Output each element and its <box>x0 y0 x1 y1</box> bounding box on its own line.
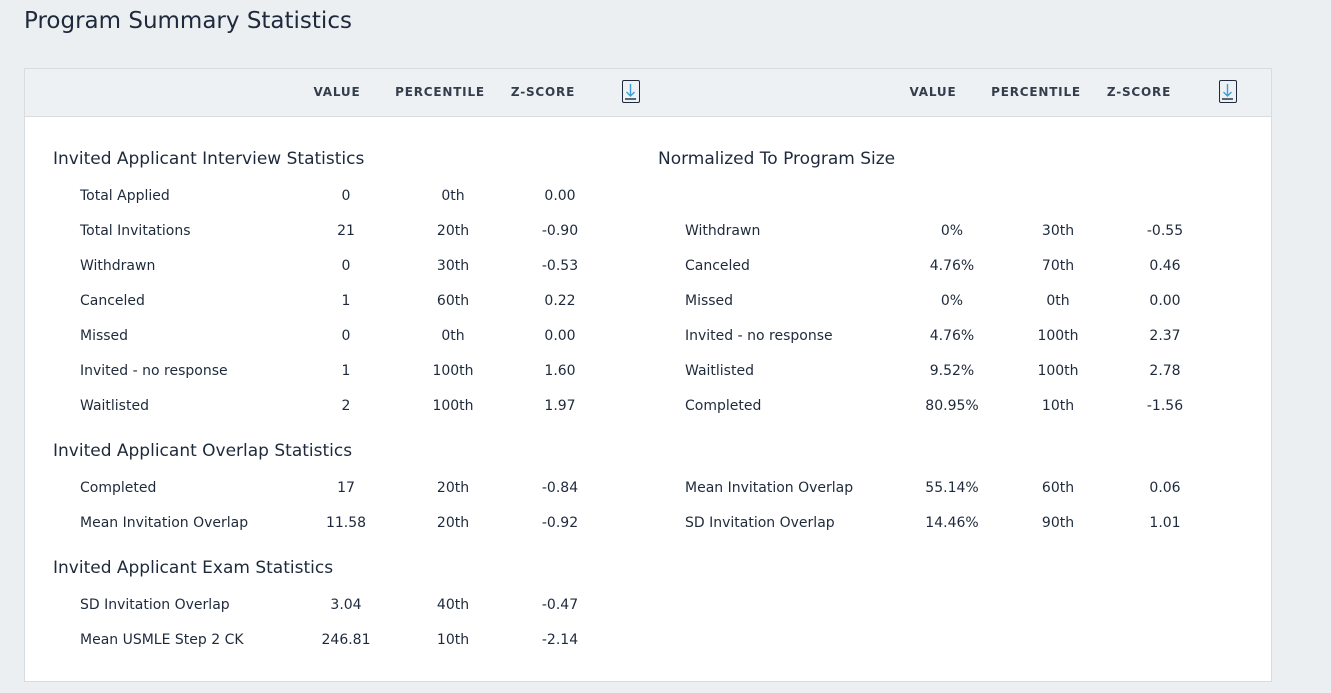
row-label: Waitlisted <box>685 363 754 379</box>
value: 17 <box>337 480 355 496</box>
percentile: 100th <box>432 363 474 379</box>
row-label: Canceled <box>80 293 145 309</box>
z-score: -0.90 <box>541 223 579 239</box>
percentile: 0th <box>441 188 465 204</box>
z-score: 1.60 <box>544 363 576 379</box>
row-label: Completed <box>685 398 762 414</box>
z-score: 0.00 <box>544 188 576 204</box>
value: 246.81 <box>321 632 371 648</box>
percentile: 100th <box>432 398 474 414</box>
row-label: Missed <box>80 328 129 344</box>
row-label: Withdrawn <box>685 223 761 239</box>
value: 4.76% <box>929 328 975 344</box>
column-header: Z-SCORE <box>1106 85 1172 99</box>
percentile: 20th <box>436 515 470 531</box>
value: 0 <box>341 258 351 274</box>
card-header <box>25 69 1271 117</box>
row-label: Total Applied <box>80 188 170 204</box>
row-label: Invited - no response <box>80 363 228 379</box>
z-score: -0.84 <box>541 480 579 496</box>
percentile: 60th <box>1041 480 1075 496</box>
z-score: 0.00 <box>1149 293 1181 309</box>
value: 4.76% <box>929 258 975 274</box>
z-score: 0.06 <box>1149 480 1181 496</box>
percentile: 60th <box>436 293 470 309</box>
value: 9.52% <box>929 363 975 379</box>
row-label: Waitlisted <box>80 398 149 414</box>
download-button[interactable] <box>622 80 640 103</box>
z-score: 0.22 <box>544 293 576 309</box>
percentile: 30th <box>436 258 470 274</box>
percentile: 40th <box>436 597 470 613</box>
value: 0% <box>940 293 964 309</box>
section-title: Invited Applicant Exam Statistics <box>53 558 334 578</box>
percentile: 0th <box>441 328 465 344</box>
z-score: -0.53 <box>541 258 579 274</box>
percentile: 10th <box>1041 398 1075 414</box>
row-label: Completed <box>80 480 157 496</box>
value: 2 <box>341 398 351 414</box>
z-score: -0.92 <box>541 515 579 531</box>
z-score: 1.97 <box>544 398 576 414</box>
value: 0% <box>940 223 964 239</box>
value: 1 <box>341 293 351 309</box>
value: 55.14% <box>925 480 979 496</box>
value: 0 <box>341 328 351 344</box>
row-label: Mean Invitation Overlap <box>80 515 249 531</box>
row-label: Missed <box>685 293 734 309</box>
z-score: -2.14 <box>541 632 579 648</box>
value: 1 <box>341 363 351 379</box>
row-label: Total Invitations <box>80 223 191 239</box>
row-label: Canceled <box>685 258 750 274</box>
value: 14.46% <box>925 515 979 531</box>
row-label: SD Invitation Overlap <box>80 597 230 613</box>
value: 0 <box>341 188 351 204</box>
percentile: 30th <box>1041 223 1075 239</box>
value: 3.04 <box>330 597 362 613</box>
column-header: VALUE <box>313 85 361 99</box>
percentile: 100th <box>1037 363 1079 379</box>
z-score: -0.47 <box>541 597 579 613</box>
column-header: PERCENTILE <box>991 85 1081 99</box>
percentile: 100th <box>1037 328 1079 344</box>
section-title: Normalized To Program Size <box>658 149 896 169</box>
percentile: 10th <box>436 632 470 648</box>
card <box>24 68 1272 682</box>
value: 21 <box>337 223 355 239</box>
z-score: 0.46 <box>1149 258 1181 274</box>
page-title: Program Summary Statistics <box>24 8 352 34</box>
percentile: 0th <box>1046 293 1070 309</box>
row-label: Mean USMLE Step 2 CK <box>80 632 244 648</box>
column-header: PERCENTILE <box>395 85 485 99</box>
row-label: Withdrawn <box>80 258 156 274</box>
percentile: 20th <box>436 480 470 496</box>
section-title: Invited Applicant Interview Statistics <box>53 149 365 169</box>
row-label: SD Invitation Overlap <box>685 515 835 531</box>
row-label: Invited - no response <box>685 328 833 344</box>
download-button[interactable] <box>1219 80 1237 103</box>
value: 11.58 <box>325 515 367 531</box>
z-score: -0.55 <box>1146 223 1184 239</box>
percentile: 90th <box>1041 515 1075 531</box>
column-header: VALUE <box>909 85 957 99</box>
row-label: Mean Invitation Overlap <box>685 480 854 496</box>
z-score: 2.78 <box>1149 363 1181 379</box>
column-header: Z-SCORE <box>510 85 576 99</box>
z-score: 0.00 <box>544 328 576 344</box>
percentile: 70th <box>1041 258 1075 274</box>
z-score: 1.01 <box>1149 515 1181 531</box>
z-score: 2.37 <box>1149 328 1181 344</box>
z-score: -1.56 <box>1146 398 1184 414</box>
percentile: 20th <box>436 223 470 239</box>
section-title: Invited Applicant Overlap Statistics <box>53 441 353 461</box>
value: 80.95% <box>925 398 979 414</box>
